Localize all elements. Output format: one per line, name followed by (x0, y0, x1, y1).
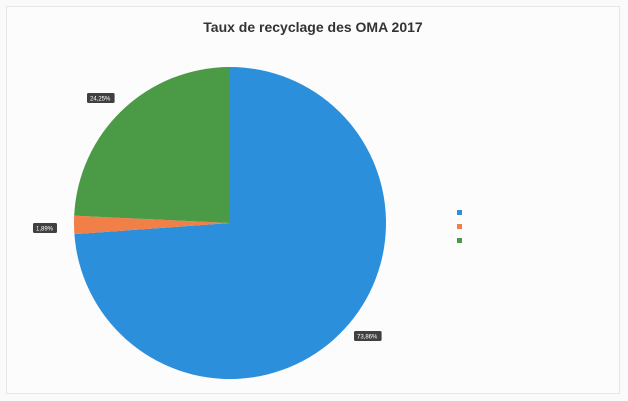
legend-swatch-0 (457, 209, 462, 215)
svg-text:1,89%: 1,89% (36, 227, 54, 233)
pie-slice-2 (74, 67, 230, 223)
data-label-1: 1,89% (33, 223, 57, 233)
svg-text:73,86%: 73,86% (357, 335, 378, 341)
data-label-0: 73,86% (354, 331, 382, 341)
chart-legend (457, 205, 628, 247)
pie-slice-0 (74, 67, 386, 380)
svg-text:24,25%: 24,25% (90, 97, 111, 103)
legend-swatch-1 (457, 223, 462, 229)
data-label-2: 24,25% (87, 93, 115, 103)
legend-item-0 (457, 205, 628, 219)
chart-title: Taux de recyclage des OMA 2017 (203, 19, 423, 35)
pie-chart: 73,86% 1,89% 24,25% (33, 67, 386, 380)
legend-swatch-2 (457, 237, 462, 243)
pie-slice-1 (74, 215, 231, 235)
legend-item-1 (457, 219, 628, 233)
chart-frame: Taux de recyclage des OMA 2017 73,86% 1,8… (6, 6, 620, 394)
legend-item-2 (457, 233, 628, 247)
